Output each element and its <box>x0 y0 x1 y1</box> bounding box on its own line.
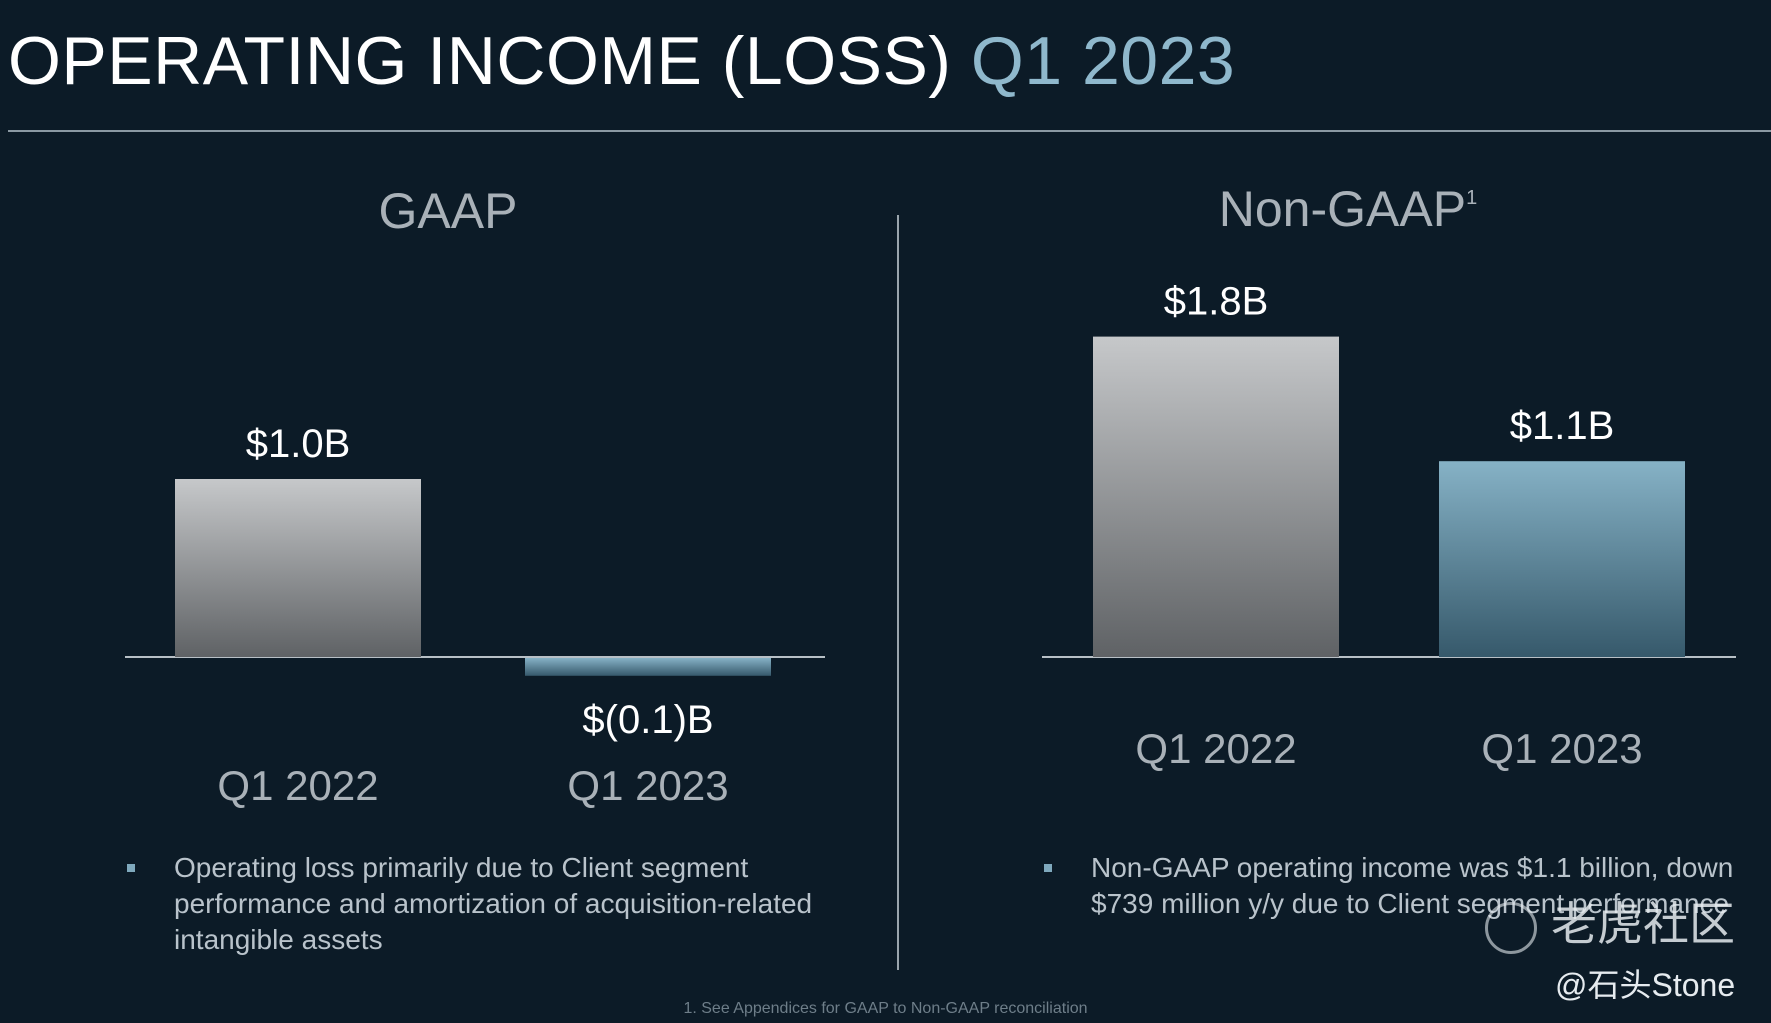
page-title: OPERATING INCOME (LOSS) Q1 2023 <box>8 22 1235 100</box>
panel-divider <box>897 215 899 970</box>
gaap-data-label-1: $1.0B <box>246 422 351 466</box>
title-accent: Q1 2023 <box>970 23 1236 99</box>
gaap-category-label-2: Q1 2023 <box>567 762 728 809</box>
gaap-chart-title: GAAP <box>379 183 518 239</box>
title-rule <box>8 130 1771 132</box>
gaap-data-label-2: $(0.1)B <box>582 698 713 742</box>
non-gaap-chart-title: Non-GAAP1 <box>1219 181 1477 237</box>
non-gaap-category-label-2: Q1 2023 <box>1481 725 1642 772</box>
non-gaap-bar-2 <box>1439 461 1685 657</box>
footnote: 1. See Appendices for GAAP to Non-GAAP r… <box>683 1000 1088 1017</box>
non-gaap-data-label-2: $1.1B <box>1510 404 1615 448</box>
gaap-bullet-item: Operating loss primarily due to Client s… <box>127 850 827 958</box>
non-gaap-data-label-1: $1.8B <box>1164 280 1269 324</box>
gaap-category-label-1: Q1 2022 <box>217 762 378 809</box>
gaap-bar-1 <box>175 479 421 657</box>
tiger-logo-icon <box>1485 901 1537 954</box>
watermark-brand: 老虎社区 <box>1551 897 1735 951</box>
non-gaap-bullet-item: Non-GAAP operating income was $1.1 billi… <box>1044 850 1754 922</box>
non-gaap-bar-1 <box>1093 336 1339 657</box>
title-main: OPERATING INCOME (LOSS) <box>8 23 952 99</box>
watermark-handle: @石头Stone <box>1555 967 1736 1003</box>
non-gaap-category-label-1: Q1 2022 <box>1135 725 1296 772</box>
non-gaap-bullets: Non-GAAP operating income was $1.1 billi… <box>1044 850 1754 922</box>
non-gaap-title-footnote-marker: 1 <box>1466 187 1477 209</box>
watermark: 老虎社区 <box>1485 888 1735 954</box>
gaap-bar-2 <box>525 658 771 676</box>
gaap-bullets: Operating loss primarily due to Client s… <box>127 850 827 958</box>
